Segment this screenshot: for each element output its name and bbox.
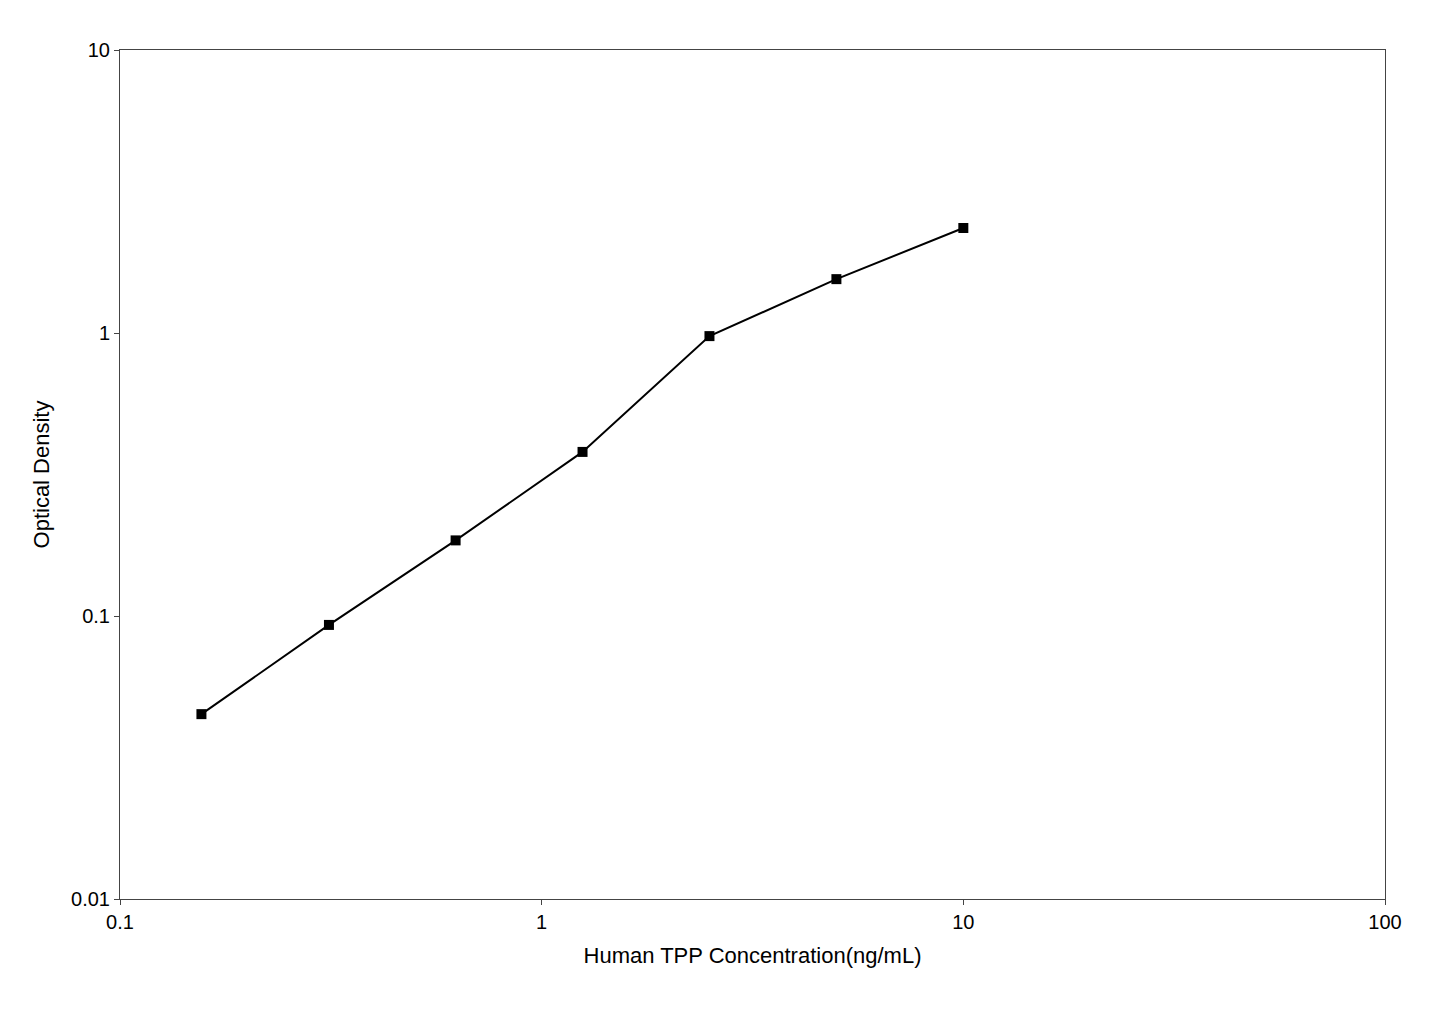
svg-text:100: 100	[1368, 911, 1401, 933]
svg-text:1: 1	[536, 911, 547, 933]
svg-text:10: 10	[88, 39, 110, 61]
svg-text:1: 1	[99, 322, 110, 344]
svg-text:10: 10	[952, 911, 974, 933]
svg-text:0.01: 0.01	[71, 888, 110, 910]
svg-text:Optical Density: Optical Density	[29, 401, 54, 549]
svg-text:0.1: 0.1	[82, 605, 110, 627]
svg-text:0.1: 0.1	[106, 911, 134, 933]
svg-text:Human TPP Concentration(ng/mL): Human TPP Concentration(ng/mL)	[584, 943, 922, 968]
